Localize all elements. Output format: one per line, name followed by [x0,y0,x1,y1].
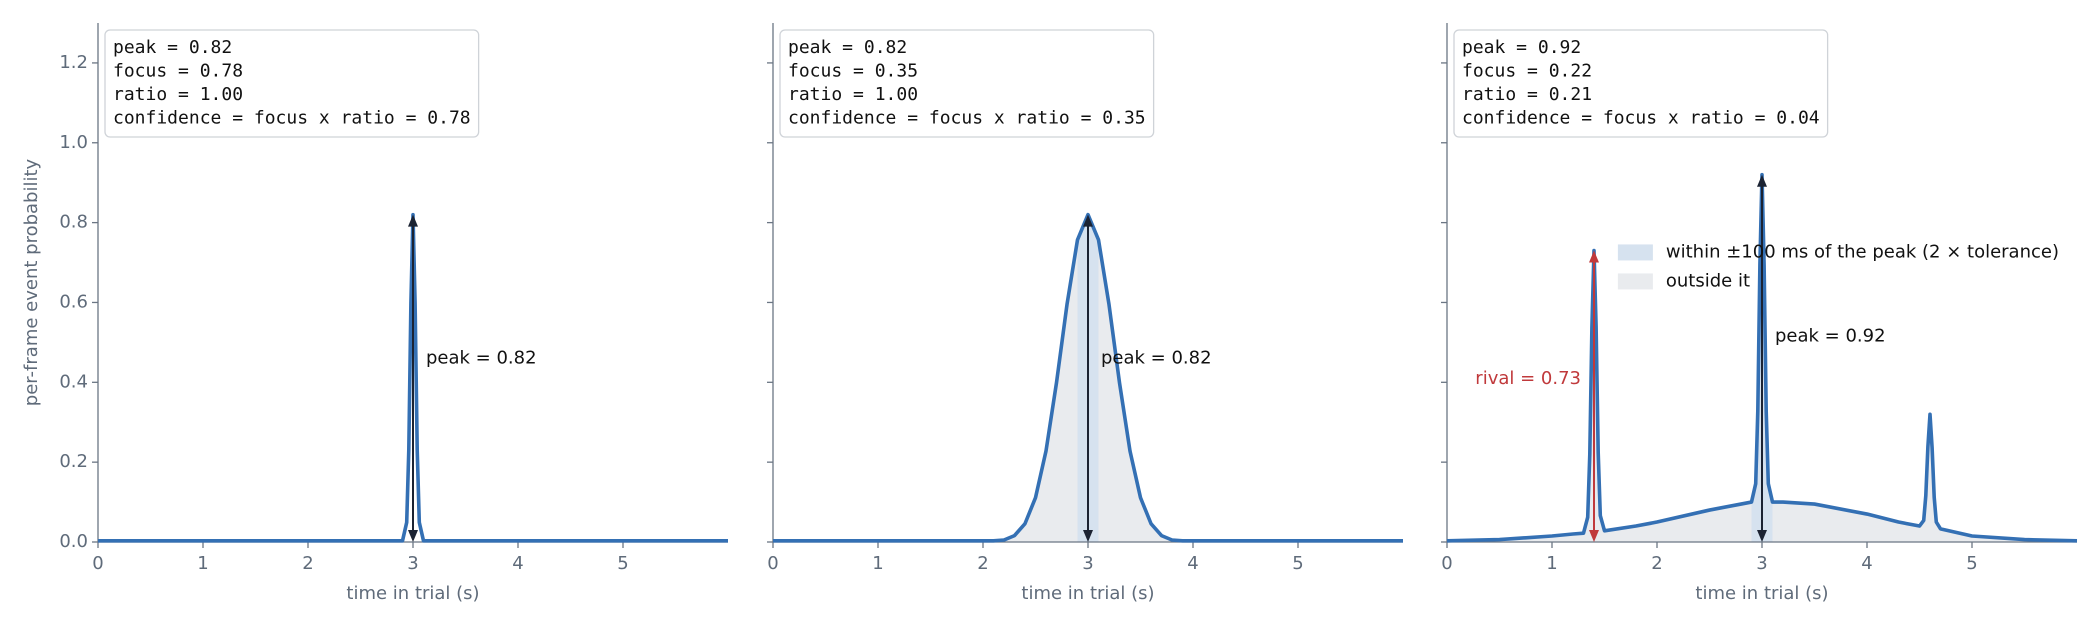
x-tick-label: 1 [1546,553,1557,574]
annotation-label: peak = 0.82 [1101,348,1212,369]
panel: 0.0 0.2 0.4 0.6 0.8 1.0 1.2 0 1 2 3 4 5 time in trial… [21,23,728,604]
y-tick-label: 0.6 [59,291,88,312]
x-tick-label: 3 [1756,553,1767,574]
x-tick-label: 4 [1187,553,1198,574]
panel: 0 1 2 3 4 5 time in trial (s) peak = 0.82 peak =… [767,23,1403,604]
y-tick-label: 1.2 [59,52,88,73]
info-box [779,29,1155,138]
info-box [104,29,480,138]
arrowhead [1589,250,1599,263]
arrowhead [1757,530,1767,542]
x-tick-label: 1 [872,553,883,574]
annotation-label: peak = 0.92 [1775,325,1886,346]
arrowhead [1083,214,1093,227]
info-line: focus = 0.22 [1462,61,1592,82]
info-line: peak = 0.92 [1462,37,1581,58]
x-tick-label: 3 [407,553,418,574]
y-tick-label: 1.0 [59,132,88,153]
annotation-label: rival = 0.73 [1475,368,1581,389]
info-line: peak = 0.82 [788,37,907,58]
arrowhead [1083,530,1093,542]
info-box [1453,29,1829,138]
x-tick-label: 4 [512,553,523,574]
line [1446,172,2078,543]
x-tick-label: 0 [92,553,103,574]
x-axis-label: time in trial (s) [1021,583,1154,604]
x-tick-label: 2 [1651,553,1662,574]
info-line: confidence = focus x ratio = 0.35 [788,108,1146,129]
x-tick-label: 0 [767,553,778,574]
info-line: peak = 0.82 [113,37,232,58]
info-line: confidence = focus x ratio = 0.78 [113,108,471,129]
x-tick-label: 3 [1082,553,1093,574]
legend-label: within ±100 ms of the peak (2 × toleranc… [1666,241,2059,262]
arrowhead [408,214,418,227]
x-tick-label: 2 [302,553,313,574]
y-tick-label: 0.8 [59,212,88,233]
arrowhead [1757,174,1767,187]
x-axis-label: time in trial (s) [346,583,479,604]
annotation-label: peak = 0.82 [426,348,537,369]
x-tick-label: 5 [1292,553,1303,574]
info-line: confidence = focus x ratio = 0.04 [1462,108,1820,129]
info-line: ratio = 0.21 [1462,84,1592,105]
x-tick-label: 0 [1441,553,1452,574]
legend-swatch [1617,244,1653,261]
y-tick-label: 0.0 [59,531,88,552]
y-axis-label: per-frame event probability [21,158,42,406]
info-line: focus = 0.78 [113,61,243,82]
y-tick-label: 0.2 [59,451,88,472]
arrowhead [1589,530,1599,542]
info-line: focus = 0.35 [788,61,918,82]
x-tick-label: 5 [1966,553,1977,574]
x-tick-label: 1 [197,553,208,574]
arrowhead [408,530,418,542]
x-tick-label: 2 [977,553,988,574]
legend-swatch [1617,273,1653,290]
panel: 0 1 2 3 4 5 time in trial (s) peak = 0.92 rival … [1441,23,2078,604]
x-axis-label: time in trial (s) [1695,583,1828,604]
info-line: ratio = 1.00 [788,84,918,105]
y-tick-label: 0.4 [59,371,88,392]
x-tick-label: 4 [1861,553,1872,574]
legend-label: outside it [1666,270,1750,291]
info-line: ratio = 1.00 [113,84,243,105]
x-tick-label: 5 [617,553,628,574]
